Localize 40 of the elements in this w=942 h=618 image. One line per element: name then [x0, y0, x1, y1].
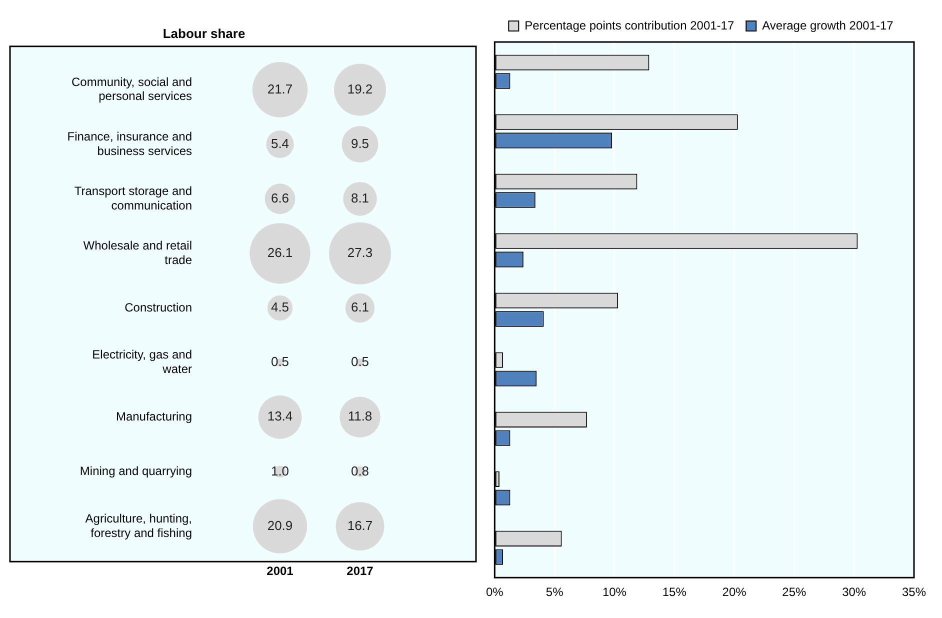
- x-tick-label: 20%: [722, 585, 747, 600]
- x-tick-label: 10%: [602, 585, 627, 600]
- data-label: 9.5: [350, 136, 370, 151]
- data-label: 16.7: [347, 518, 373, 533]
- data-label: 8.1: [350, 190, 370, 206]
- data-label: 27.3: [347, 245, 373, 260]
- data-label: 13.4: [267, 408, 293, 424]
- text: Labour share: [162, 26, 246, 42]
- legend-label: Average growth 2001-17: [762, 18, 894, 32]
- category-label: Finance, insurance and business services: [67, 129, 192, 158]
- legend-label: Percentage points contribution 2001-17: [524, 18, 734, 32]
- category-label: Electricity, gas and water: [92, 348, 192, 376]
- x-tick-label: 25%: [782, 585, 807, 600]
- data-label: 1.0: [270, 463, 290, 478]
- category-label: Transport storage and communication: [74, 184, 192, 212]
- data-label: 4.5: [270, 300, 290, 315]
- data-label: 21.7: [267, 81, 293, 96]
- data-label: 0.5: [350, 354, 370, 370]
- category-label: Mining and quarrying: [80, 464, 192, 478]
- x-tick-label: 35%: [902, 585, 926, 600]
- x-tick-label: 5%: [546, 585, 564, 600]
- data-label: 0.8: [350, 463, 370, 478]
- data-label: 5.4: [270, 136, 290, 151]
- category-label: Agriculture, hunting, forestry and fishing: [85, 511, 192, 540]
- x-tick-label: 30%: [842, 585, 866, 600]
- category-label: Manufacturing: [116, 409, 192, 424]
- data-label: 20.9: [267, 518, 293, 533]
- category-label: Community, social and personal services: [72, 74, 192, 104]
- series-label: 2017: [346, 564, 374, 578]
- data-label: 0.5: [270, 354, 290, 370]
- data-label: 26.1: [267, 245, 293, 260]
- data-label: 11.8: [348, 408, 372, 424]
- x-tick-label: 0%: [486, 585, 504, 600]
- data-label: 6.6: [270, 190, 290, 206]
- category-label: Wholesale and retail trade: [83, 238, 192, 267]
- data-label: 19.2: [347, 81, 373, 96]
- category-label: Construction: [124, 300, 192, 314]
- data-label: 6.1: [350, 300, 370, 315]
- series-label: 2001: [266, 564, 294, 578]
- x-tick-label: 15%: [662, 585, 687, 600]
